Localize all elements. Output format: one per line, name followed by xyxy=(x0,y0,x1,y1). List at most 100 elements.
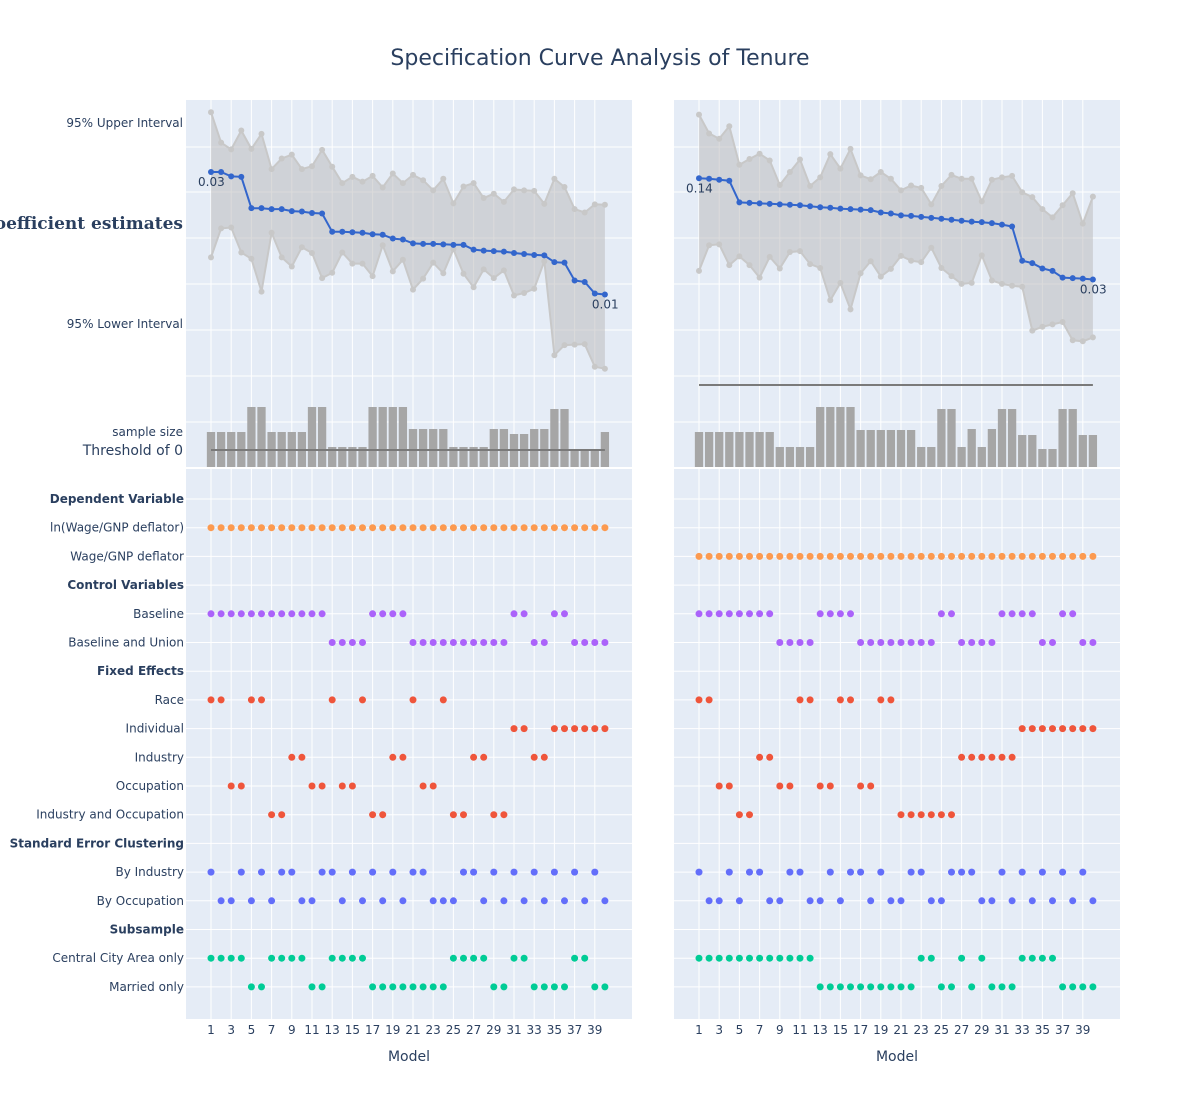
lower-interval-point xyxy=(756,274,763,281)
coefficient-point xyxy=(716,176,723,183)
upper-interval-point xyxy=(359,178,366,185)
coefficient-point xyxy=(746,199,753,206)
lower-interval-point xyxy=(1059,318,1066,325)
lower-interval-point xyxy=(1089,334,1096,341)
coefficient-point xyxy=(1009,223,1016,230)
indicator-dot xyxy=(379,897,387,905)
sample-size-bar xyxy=(590,449,599,467)
lower-interval-point xyxy=(918,259,925,266)
lower-interval-point xyxy=(288,263,295,270)
sample-size-bar xyxy=(338,447,347,467)
coefficient-point xyxy=(531,251,538,258)
indicator-dot xyxy=(1038,552,1046,560)
chart-title: Specification Curve Analysis of Tenure xyxy=(390,46,809,71)
sample-size-bar xyxy=(805,447,815,467)
indicator-dot xyxy=(247,696,255,704)
indicator-dot xyxy=(948,552,955,560)
indicator-dot xyxy=(735,954,743,962)
indicator-dot xyxy=(927,639,935,646)
indicator-dot xyxy=(786,639,794,646)
x-tick-label: 37 xyxy=(1055,1023,1070,1037)
indicator-dot xyxy=(217,524,225,532)
indicator-dot xyxy=(318,524,326,532)
indicator-dot xyxy=(806,552,814,560)
lower-interval-point xyxy=(238,249,245,256)
lower-interval-point xyxy=(766,253,773,260)
indicator-dot xyxy=(907,639,915,646)
indicator-dot xyxy=(816,897,824,905)
indicator-dot xyxy=(581,524,589,532)
indicator-dot xyxy=(490,524,498,532)
indicator-dot xyxy=(581,639,589,646)
coefficient-point xyxy=(1069,275,1076,282)
indicator-dot xyxy=(530,753,538,761)
x-tick-label: 7 xyxy=(268,1023,276,1037)
lower-interval-point xyxy=(379,242,386,249)
indicator-dot xyxy=(857,782,865,790)
indicator-dot xyxy=(389,524,397,532)
coefficient-point xyxy=(541,252,548,259)
indicator-dot xyxy=(887,983,895,991)
indicator-dot xyxy=(439,524,447,532)
indicator-dot xyxy=(1069,725,1077,733)
indicator-dot xyxy=(776,552,784,560)
indicator-dot xyxy=(449,639,457,646)
coefficient-point xyxy=(706,175,713,182)
sample-size-bar xyxy=(1048,449,1057,467)
upper-interval-point xyxy=(399,180,406,187)
lower-interval-point xyxy=(958,280,965,287)
x-tick-label: 13 xyxy=(813,1023,828,1037)
upper-interval-point xyxy=(551,175,558,182)
indicator-dot xyxy=(897,552,905,560)
indicator-dot xyxy=(460,524,467,532)
indicator-dot xyxy=(298,954,306,962)
indicator-dot xyxy=(907,868,915,876)
sample-size-bar xyxy=(469,447,478,467)
indicator-dot xyxy=(836,610,844,618)
indicator-dot xyxy=(490,811,498,819)
indicator-dot xyxy=(500,639,508,646)
indicator-dot xyxy=(510,954,518,962)
indicator-dot xyxy=(328,524,336,532)
lower-interval-point xyxy=(349,260,356,267)
indicator-dot xyxy=(1089,552,1097,560)
lower-interval-point xyxy=(420,275,427,282)
indicator-dot xyxy=(429,524,437,532)
indicator-dot xyxy=(1028,610,1036,618)
lower-interval-point xyxy=(389,268,396,275)
indicator-dot xyxy=(776,954,784,962)
lower-interval-point xyxy=(938,264,945,271)
lower-interval-point xyxy=(359,260,366,267)
lower-interval-line xyxy=(698,243,1094,343)
coefficient-point xyxy=(420,240,427,247)
sample-size-bar xyxy=(745,432,754,467)
indicator-dot xyxy=(715,552,723,560)
indicator-dot xyxy=(510,524,518,532)
indicator-dot xyxy=(389,753,397,761)
lower-interval-point xyxy=(999,280,1005,287)
indicator-dot xyxy=(746,552,753,560)
indicator-dot xyxy=(927,954,935,962)
indicator-dot xyxy=(500,897,508,905)
upper-interval-point xyxy=(999,174,1005,181)
sample-size-bar xyxy=(307,407,317,467)
x-tick-label: 19 xyxy=(873,1023,888,1037)
indicator-dot xyxy=(348,954,356,962)
lower-interval-point xyxy=(928,244,935,251)
indicator-dot xyxy=(786,782,794,790)
coefficient-point xyxy=(258,205,265,212)
row-label: Occupation xyxy=(116,779,184,793)
upper-interval-point xyxy=(278,155,285,162)
sample-size-bar xyxy=(1038,449,1047,467)
indicator-dot xyxy=(338,897,346,905)
coefficient-point xyxy=(551,259,558,266)
indicator-dot xyxy=(857,983,865,991)
indicator-dot xyxy=(867,552,875,560)
upper-interval-point xyxy=(746,156,753,162)
coefficient-point xyxy=(1079,275,1086,282)
indicator-dot xyxy=(288,524,296,532)
indicator-dot xyxy=(826,782,834,790)
sample-size-bar xyxy=(927,447,936,467)
sample-size-bar xyxy=(388,407,397,467)
